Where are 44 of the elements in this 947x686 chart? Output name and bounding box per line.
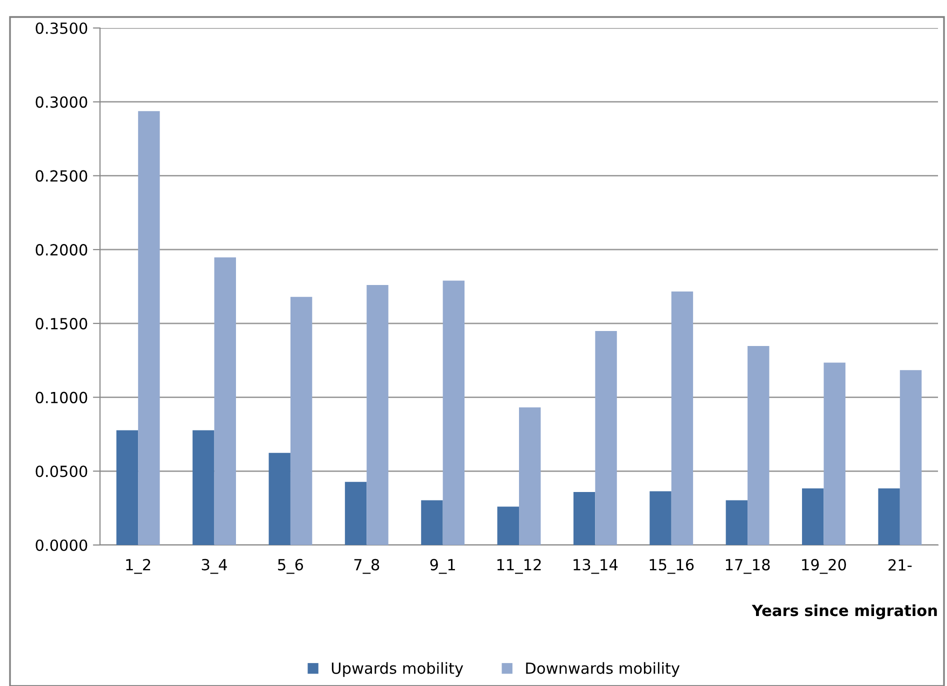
bar bbox=[344, 482, 367, 545]
bar bbox=[802, 488, 824, 545]
bar bbox=[138, 111, 160, 545]
y-tick-label: 0.0000 bbox=[36, 539, 88, 552]
x-tick-label: 11_12 bbox=[497, 558, 541, 574]
x-tick-label: 3_4 bbox=[202, 558, 227, 574]
bar bbox=[268, 452, 290, 545]
x-axis-title: Years since migration bbox=[752, 604, 937, 620]
x-tick-label: 5_6 bbox=[278, 558, 304, 574]
bar bbox=[595, 330, 617, 545]
bar bbox=[442, 280, 465, 545]
bar bbox=[366, 285, 388, 545]
bar bbox=[214, 257, 236, 545]
x-tick-label: 13_14 bbox=[574, 558, 618, 574]
x-tick-label: 17_18 bbox=[726, 558, 770, 574]
legend-label: Upwards mobility bbox=[332, 662, 464, 677]
x-tick-label: 1_2 bbox=[126, 558, 150, 574]
y-tick-label: 0.0500 bbox=[36, 466, 88, 478]
y-tick-label: 0.1500 bbox=[36, 318, 88, 330]
x-tick-label: 15_16 bbox=[650, 558, 694, 574]
bar bbox=[192, 430, 214, 545]
y-tick-label: 0.2500 bbox=[36, 170, 88, 182]
y-tick-label: 0.3000 bbox=[36, 96, 88, 108]
x-tick-label: 21- bbox=[888, 559, 912, 570]
bar bbox=[671, 292, 694, 545]
bar bbox=[290, 296, 312, 545]
bar bbox=[519, 407, 541, 545]
bar bbox=[748, 346, 770, 545]
bar bbox=[421, 500, 443, 545]
y-tick-label: 0.1000 bbox=[36, 392, 88, 404]
bar bbox=[824, 362, 846, 545]
x-tick-label: 19_20 bbox=[802, 558, 846, 574]
bar bbox=[573, 492, 596, 545]
legend-label: Downwards mobility bbox=[526, 662, 680, 677]
bar bbox=[116, 430, 138, 545]
bar bbox=[726, 500, 748, 545]
y-tick-label: 0.3500 bbox=[36, 22, 88, 34]
bar bbox=[650, 491, 672, 545]
x-tick-label: 9_1 bbox=[430, 558, 455, 574]
bar bbox=[878, 488, 900, 545]
x-tick-label: 7_8 bbox=[354, 558, 380, 574]
bar bbox=[497, 506, 519, 545]
y-tick-label: 0.2000 bbox=[36, 244, 88, 256]
bar bbox=[900, 370, 922, 545]
